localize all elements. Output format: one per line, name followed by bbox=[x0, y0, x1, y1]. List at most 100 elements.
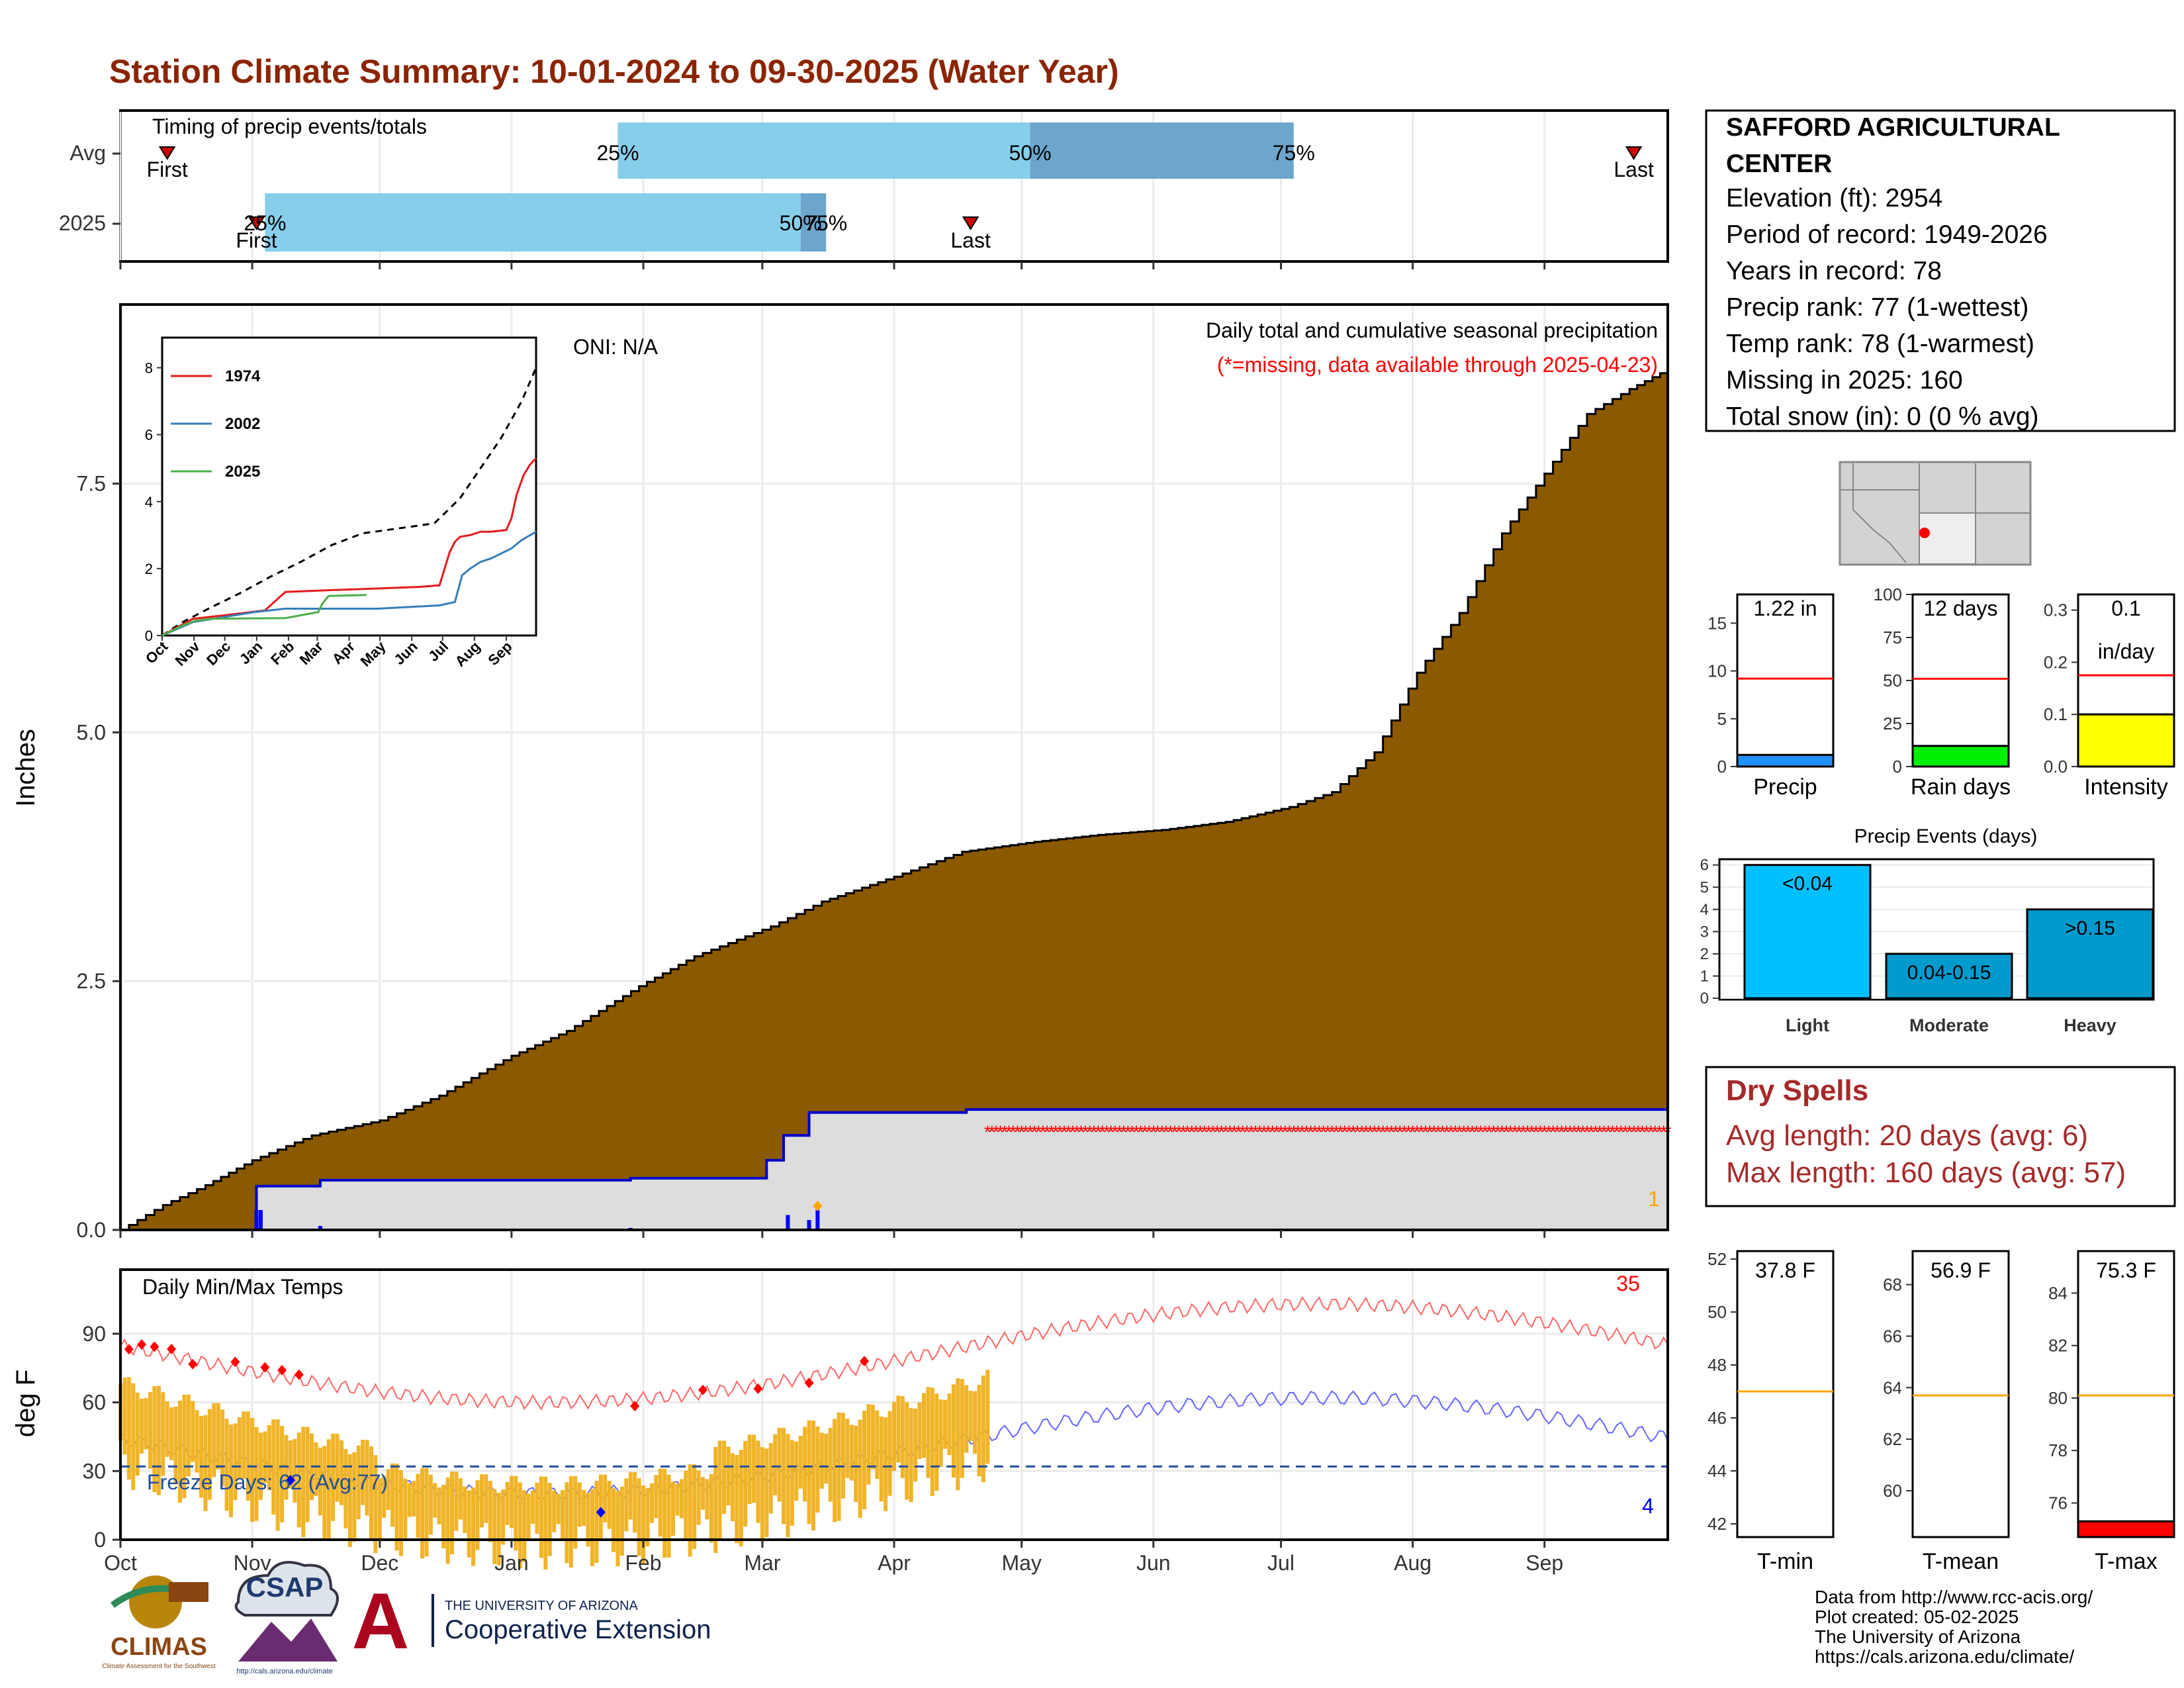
daily-temp-bar bbox=[854, 1425, 858, 1503]
month-tick-label: Jan bbox=[494, 1551, 529, 1575]
record-high-line bbox=[120, 1295, 1668, 1411]
missing-marker: * bbox=[1001, 1122, 1009, 1143]
missing-marker: * bbox=[1414, 1122, 1421, 1143]
summary-bar-precip: 0 5 10 15 1.22 in Precip bbox=[1707, 593, 1835, 800]
daily-temp-bar bbox=[824, 1433, 829, 1484]
daily-temp-bar bbox=[968, 1391, 973, 1441]
daily-temp-bar bbox=[407, 1483, 412, 1517]
events-ytick-label: 1 bbox=[1700, 967, 1709, 985]
daily-temp-bar bbox=[177, 1400, 182, 1503]
daily-temp-bar bbox=[870, 1404, 875, 1470]
daily-temp-bar bbox=[913, 1408, 918, 1481]
svg-text:CSAP: CSAP bbox=[246, 1571, 324, 1603]
timing-y2025-p25-label: 25% bbox=[244, 211, 286, 235]
daily-temp-bar bbox=[454, 1472, 459, 1531]
daily-temp-bar bbox=[662, 1468, 667, 1558]
daily-temp-bar bbox=[361, 1439, 365, 1505]
daily-temp-bar bbox=[428, 1474, 433, 1535]
missing-marker: * bbox=[1592, 1122, 1599, 1143]
daily-temp-bar bbox=[212, 1403, 216, 1477]
daily-temp-bar bbox=[484, 1474, 488, 1523]
daily-temp-bar bbox=[356, 1445, 361, 1520]
oni-label: ONI: N/A bbox=[573, 335, 659, 359]
missing-marker: * bbox=[1124, 1122, 1132, 1143]
missing-marker: * bbox=[1146, 1122, 1153, 1143]
record-high-marker bbox=[294, 1369, 304, 1380]
daily-temp-bar bbox=[352, 1452, 357, 1542]
daily-temp-bar bbox=[815, 1426, 820, 1513]
daily-temp-bar bbox=[322, 1446, 327, 1538]
summary-ytick-label: 25 bbox=[1883, 714, 1902, 733]
missing-marker: * bbox=[1163, 1122, 1170, 1143]
svg-text:CLIMAS: CLIMAS bbox=[111, 1633, 207, 1661]
events-ytick-label: 0 bbox=[1700, 990, 1709, 1008]
record-high-marker bbox=[698, 1384, 707, 1395]
missing-marker: * bbox=[1545, 1122, 1553, 1143]
daily-temp-bar bbox=[675, 1483, 680, 1516]
daily-temp-bar bbox=[938, 1399, 943, 1467]
timing-avg-last-label: Last bbox=[1614, 158, 1654, 181]
daily-temp-bar bbox=[569, 1476, 573, 1568]
missing-marker: * bbox=[1065, 1122, 1072, 1143]
missing-marker: * bbox=[1588, 1122, 1595, 1143]
record-low-marker bbox=[596, 1507, 606, 1518]
daily-temp-bar bbox=[892, 1401, 896, 1472]
summary-bar-label: Rain days bbox=[1911, 774, 2011, 800]
events-bar-heavy bbox=[2026, 908, 2154, 1000]
record-high-count: 35 bbox=[1616, 1272, 1640, 1295]
daily-temp-bar bbox=[917, 1402, 922, 1459]
daily-temp-bar bbox=[445, 1477, 450, 1564]
daily-temp-bar bbox=[590, 1489, 594, 1566]
daily-temp-bar bbox=[926, 1387, 931, 1478]
timing-bar-y2025-second-half bbox=[800, 193, 827, 252]
timing-y2025-p75-label: 75% bbox=[805, 211, 847, 235]
daily-temp-bar bbox=[556, 1493, 561, 1524]
events-category-label: Heavy bbox=[2064, 1015, 2116, 1035]
temp-ytick-label: 50 bbox=[1707, 1302, 1727, 1322]
missing-marker: * bbox=[1639, 1122, 1646, 1143]
daily-temp-bar bbox=[700, 1477, 705, 1510]
missing-marker: * bbox=[1349, 1122, 1357, 1143]
station-years: Years in record: 78 bbox=[1726, 257, 1942, 285]
missing-marker: * bbox=[1660, 1122, 1667, 1143]
daily-temp-bar bbox=[390, 1463, 395, 1527]
missing-marker: * bbox=[1158, 1122, 1165, 1143]
current-cumulative-line bbox=[120, 1108, 1668, 1231]
missing-marker: * bbox=[1039, 1122, 1046, 1143]
missing-marker: * bbox=[1460, 1122, 1467, 1143]
inset-legend-label: 2002 bbox=[225, 415, 260, 433]
timing-bar-avg-first-half bbox=[617, 122, 1030, 179]
footer-line1: Data from http://www.rcc-acis.org/ bbox=[1815, 1587, 2093, 1607]
missing-marker: * bbox=[1133, 1122, 1140, 1143]
missing-marker: * bbox=[993, 1122, 1000, 1143]
missing-marker: * bbox=[1537, 1122, 1544, 1143]
missing-marker: * bbox=[1528, 1122, 1535, 1143]
daily-temp-bar bbox=[250, 1418, 255, 1523]
missing-marker: * bbox=[1082, 1122, 1089, 1143]
daily-temp-bar bbox=[607, 1481, 612, 1529]
daily-temp-bar bbox=[884, 1417, 888, 1511]
temp-ytick-label: 42 bbox=[1707, 1514, 1727, 1534]
station-location-dot bbox=[1919, 528, 1930, 538]
missing-marker: * bbox=[1384, 1122, 1391, 1143]
summary-value-label: 12 days bbox=[1923, 596, 1997, 620]
daily-temp-bar bbox=[220, 1409, 225, 1487]
station-period: Period of record: 1949-2026 bbox=[1726, 220, 2048, 249]
daily-temp-bar bbox=[679, 1479, 684, 1519]
daily-temp-bar bbox=[713, 1446, 718, 1554]
dry-spells-avg: Avg length: 20 days (avg: 6) bbox=[1726, 1119, 2088, 1152]
missing-marker: * bbox=[1635, 1122, 1642, 1143]
daily-temp-bar bbox=[186, 1394, 191, 1477]
missing-marker: * bbox=[1167, 1122, 1174, 1143]
month-tick-label: Jun bbox=[1136, 1551, 1171, 1575]
temp-ytick-label: 60 bbox=[82, 1391, 106, 1415]
month-tick-label: Sep bbox=[1525, 1551, 1563, 1575]
daily-temp-bar bbox=[471, 1487, 476, 1566]
timing-y2025-p50-label: 50% bbox=[780, 211, 822, 235]
daily-precip-bar bbox=[318, 1225, 322, 1230]
daily-temp-bar bbox=[985, 1370, 990, 1464]
missing-marker: * bbox=[1056, 1122, 1064, 1143]
daily-temp-bar bbox=[709, 1474, 713, 1543]
daily-temp-bar bbox=[794, 1441, 799, 1501]
events-ytick-label: 2 bbox=[1700, 945, 1709, 963]
